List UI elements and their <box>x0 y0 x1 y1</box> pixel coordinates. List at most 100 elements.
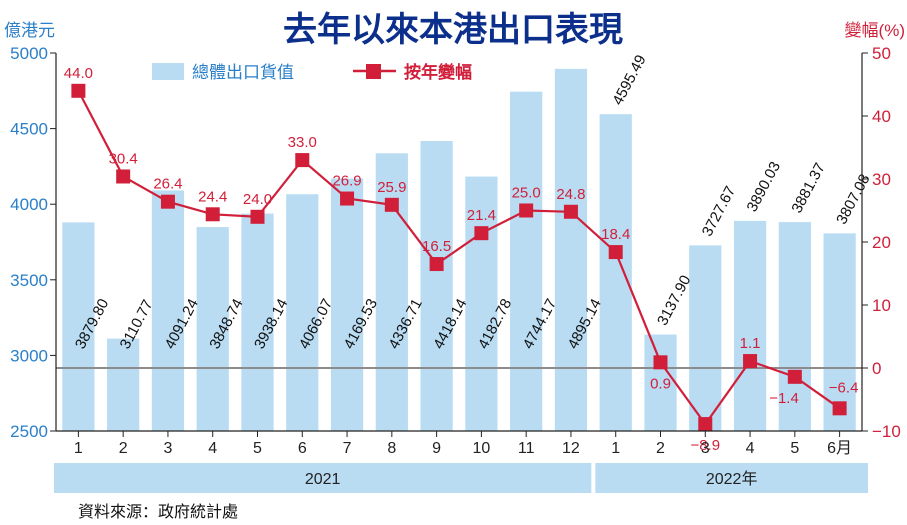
x-tick-label: 11 <box>518 440 535 457</box>
export-bar <box>599 114 632 431</box>
x-tick-label: 6月 <box>827 440 852 457</box>
x-tick-label: 6 <box>298 440 307 457</box>
change-marker <box>519 203 534 218</box>
x-tick-label: 2 <box>119 440 128 457</box>
right-tick-label: 0 <box>872 359 881 378</box>
export-bar <box>241 213 274 431</box>
right-tick-label: 10 <box>872 296 891 315</box>
bar-value-label: 3881.37 <box>788 160 828 216</box>
change-marker <box>474 226 489 241</box>
change-value-label: 26.9 <box>332 173 361 190</box>
bar-value-label: 4595.49 <box>609 52 649 108</box>
change-value-label: 16.5 <box>422 238 451 255</box>
x-tick-label: 12 <box>562 440 580 457</box>
change-marker <box>116 169 131 184</box>
export-bar <box>733 220 767 431</box>
change-marker <box>429 257 444 272</box>
export-bar <box>420 140 453 431</box>
export-bar <box>330 178 364 431</box>
x-tick-label: 7 <box>343 440 352 457</box>
x-tick-label: 8 <box>387 440 396 457</box>
source-note: 資料來源：政府統計處 <box>78 502 238 521</box>
x-tick-label: 2 <box>656 440 665 457</box>
change-value-label: −6.4 <box>829 379 859 396</box>
change-marker <box>787 369 802 384</box>
left-tick-label: 2500 <box>10 422 48 441</box>
export-bar <box>689 245 722 431</box>
change-value-label: 24.4 <box>198 188 227 205</box>
year-label: 2022年 <box>706 470 758 488</box>
export-bar <box>823 233 856 431</box>
x-tick-label: 1 <box>74 440 83 457</box>
export-bar <box>151 190 185 431</box>
change-marker <box>608 245 623 260</box>
right-tick-label: −10 <box>872 422 901 441</box>
right-tick-label: 40 <box>872 107 891 126</box>
change-marker <box>250 209 265 224</box>
x-tick-label: 4 <box>746 440 755 457</box>
change-value-label: −8.9 <box>690 437 720 454</box>
change-marker <box>71 83 86 98</box>
left-tick-label: 3000 <box>10 346 48 365</box>
change-value-label: −1.4 <box>769 390 799 407</box>
left-tick-label: 4000 <box>10 195 48 214</box>
right-tick-label: 20 <box>872 233 891 252</box>
x-tick-label: 5 <box>253 440 262 457</box>
x-tick-label: 3 <box>701 440 710 457</box>
x-tick-label: 10 <box>472 440 490 457</box>
x-tick-label: 9 <box>432 440 441 457</box>
year-band <box>595 463 868 493</box>
change-value-label: 18.4 <box>601 226 630 243</box>
export-bar <box>286 194 319 431</box>
legend-line-marker <box>366 64 381 79</box>
bar-value-label: 3727.67 <box>699 183 739 239</box>
export-bar <box>644 334 677 431</box>
legend-line-label: 按年變幅 <box>404 62 472 82</box>
legend-bar-label: 總體出口貨值 <box>192 63 294 82</box>
change-value-label: 25.0 <box>512 185 541 202</box>
export-bar <box>465 176 498 431</box>
change-value-label: 33.0 <box>288 134 317 151</box>
right-axis-title: 變幅(%) <box>845 21 905 40</box>
change-marker <box>340 191 355 206</box>
left-tick-label: 4500 <box>10 120 48 139</box>
change-value-label: 0.9 <box>650 375 671 392</box>
x-tick-label: 5 <box>790 440 799 457</box>
chart-title: 去年以來本港出口表現 <box>283 10 623 50</box>
change-value-label: 26.4 <box>153 176 182 193</box>
bar-value-label: 3137.90 <box>654 273 694 329</box>
x-tick-label: 1 <box>611 440 620 457</box>
change-marker <box>384 197 399 212</box>
change-value-label: 24.8 <box>556 186 585 203</box>
left-axis-title: 億港元 <box>4 21 55 40</box>
export-bar <box>62 222 95 431</box>
change-marker <box>743 354 758 369</box>
change-marker <box>295 153 310 168</box>
right-tick-label: 50 <box>872 44 891 63</box>
x-tick-label: 3 <box>163 440 172 457</box>
bar-value-label: 3890.03 <box>744 159 784 215</box>
change-marker <box>160 194 175 209</box>
change-value-label: 21.4 <box>467 207 496 224</box>
bar-value-label: 3807.08 <box>833 171 873 227</box>
left-tick-label: 3500 <box>10 271 48 290</box>
export-bar <box>510 91 543 432</box>
export-bar <box>196 227 229 431</box>
right-tick-label: 30 <box>872 170 891 189</box>
change-marker <box>653 355 668 370</box>
change-value-label: 25.9 <box>377 179 406 196</box>
change-value-label: 44.0 <box>64 65 93 82</box>
legend-bar-swatch <box>152 63 184 80</box>
change-value-label: 30.4 <box>109 150 138 167</box>
change-line <box>77 90 841 426</box>
change-marker <box>698 417 713 432</box>
change-value-label: 24.0 <box>243 191 272 208</box>
left-tick-label: 5000 <box>10 44 48 63</box>
year-label: 2021 <box>305 471 341 488</box>
export-bar <box>107 338 140 431</box>
change-value-label: 1.1 <box>740 335 761 352</box>
change-marker <box>205 207 220 222</box>
x-tick-label: 4 <box>208 440 217 457</box>
change-marker <box>832 401 847 416</box>
